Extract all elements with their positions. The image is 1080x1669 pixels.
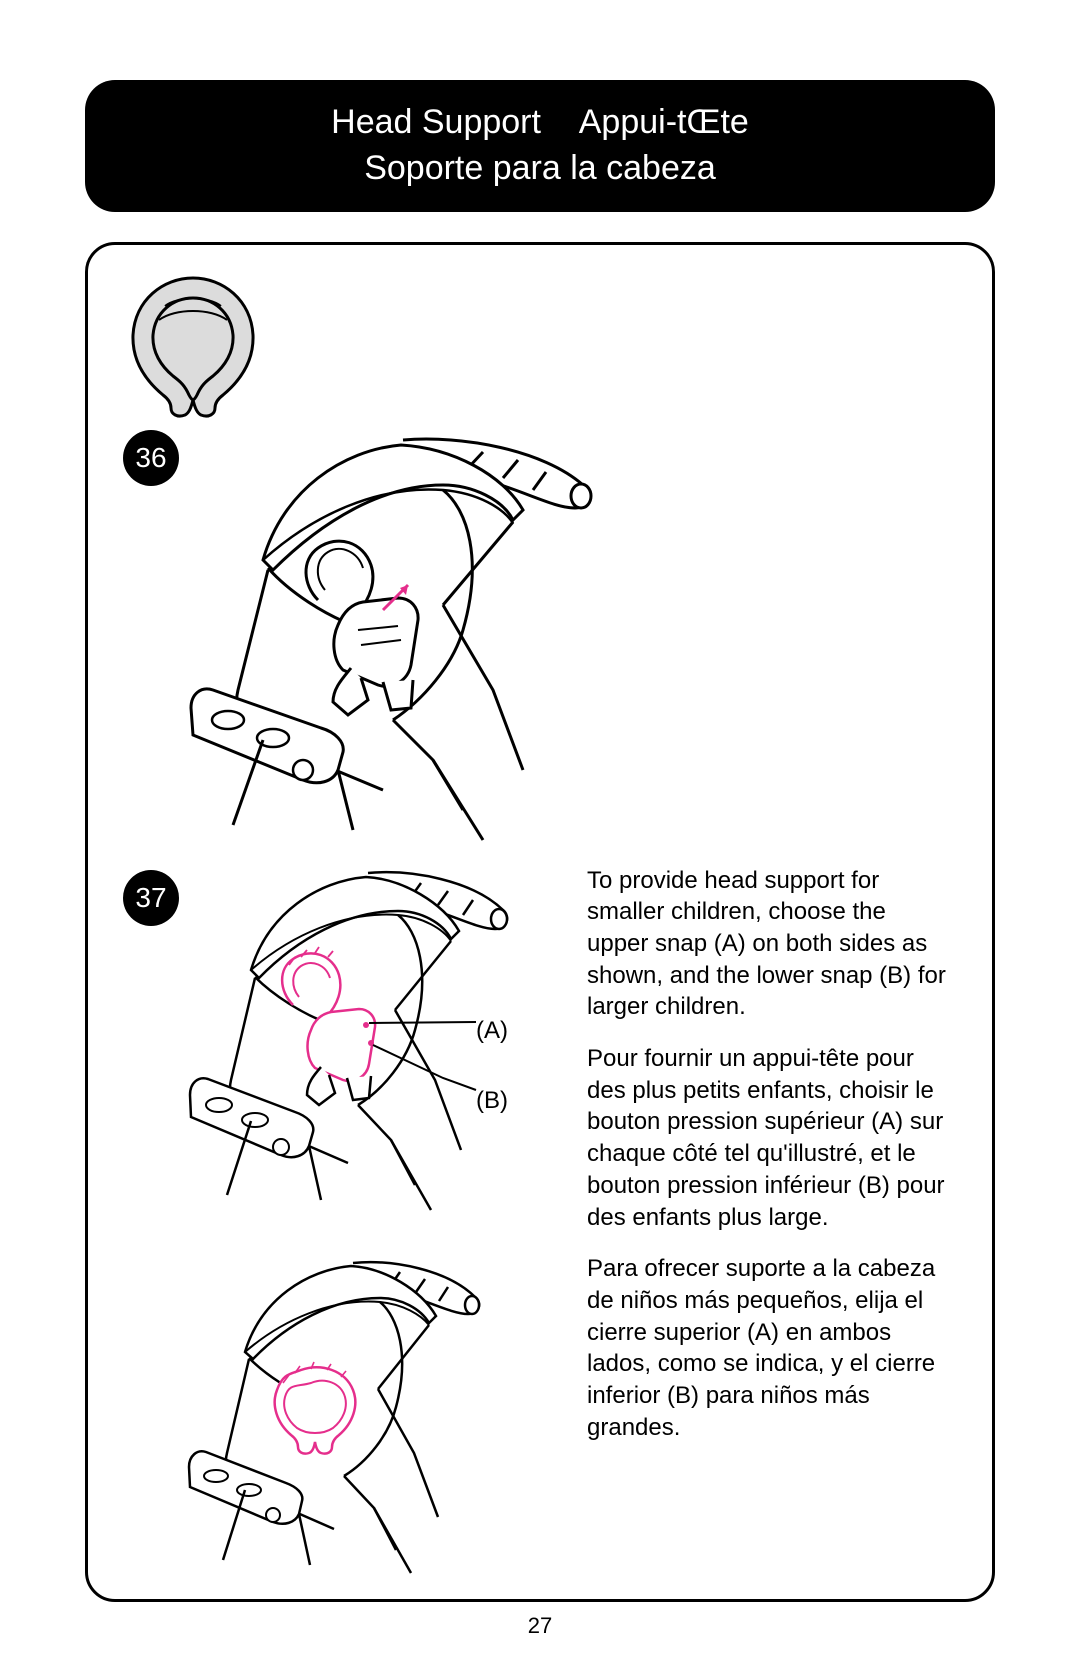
step-number-36: 36 <box>135 442 166 474</box>
step-number-37: 37 <box>135 882 166 914</box>
head-support-cushion-icon <box>123 270 263 420</box>
title-fr: Appui-tŒte <box>579 103 749 141</box>
instruction-text-column: To provide head support for smaller chil… <box>587 865 952 1463</box>
section-title-bar: Head Support Appui-tŒte Soporte para la … <box>85 80 995 212</box>
instruction-en: To provide head support for smaller chil… <box>587 865 952 1023</box>
page-number: 27 <box>528 1613 552 1639</box>
title-es: Soporte para la cabeza <box>125 146 955 192</box>
snap-label-b: (B) <box>476 1087 508 1115</box>
step-badge-36: 36 <box>123 430 179 486</box>
snap-label-a: (A) <box>476 1017 508 1045</box>
content-panel: 36 <box>85 242 995 1602</box>
title-en: Head Support <box>331 103 541 141</box>
instruction-es: Para ofrecer suporte a la cabeza de niño… <box>587 1253 952 1443</box>
step-badge-37: 37 <box>123 870 179 926</box>
stroller-figure-37 <box>183 865 523 1245</box>
stroller-figure-result <box>183 1255 493 1595</box>
instruction-fr: Pour fournir un appui-tête pour des plus… <box>587 1043 952 1233</box>
stroller-figure-36 <box>183 430 613 860</box>
title-line-1: Head Support Appui-tŒte <box>125 100 955 146</box>
